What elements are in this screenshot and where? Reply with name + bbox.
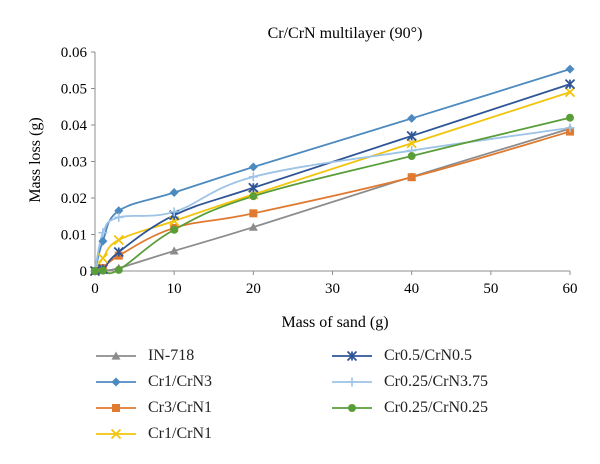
data-point [169, 207, 179, 217]
y-tick-label: 0.02 [61, 191, 87, 207]
legend-item: Cr1/CrN1 [96, 423, 212, 445]
legend-swatch [96, 351, 136, 360]
y-tick-label: 0.06 [61, 45, 88, 61]
data-point [113, 234, 124, 246]
data-point [170, 225, 179, 234]
data-point [114, 265, 123, 274]
legend-swatch [332, 404, 372, 412]
data-point [565, 64, 575, 74]
series-line-3 [94, 91, 571, 272]
y-tick-label: 0.04 [61, 118, 88, 134]
series-line-1 [94, 68, 571, 272]
x-tick-label: 20 [246, 281, 261, 297]
legend-marker [346, 350, 358, 362]
data-point [248, 172, 258, 182]
data-point [114, 206, 124, 216]
legend-item: Cr1/CrN3 [96, 371, 212, 393]
legend-item: Cr0.25/CrN0.25 [332, 397, 488, 419]
legend-item: Cr0.25/CrN3.75 [332, 371, 488, 393]
legend-marker [111, 377, 121, 387]
data-point [249, 192, 258, 201]
x-axis-label: Mass of sand (g) [281, 314, 388, 331]
legend-swatch [96, 377, 136, 387]
legend-item: IN-718 [96, 345, 194, 367]
data-point [248, 222, 258, 231]
data-point [98, 266, 107, 275]
data-point [97, 253, 109, 264]
series-lines [94, 68, 571, 275]
data-point [407, 173, 416, 182]
legend-label: Cr1/CrN3 [148, 373, 212, 390]
legend-label: Cr0.5/CrN0.5 [384, 347, 472, 364]
series-line-4 [94, 83, 571, 273]
y-tick-label: 0.01 [61, 228, 87, 244]
series-line-0 [94, 127, 571, 272]
data-point [564, 87, 576, 98]
legend-label: Cr3/CrN1 [148, 399, 212, 416]
legend-label: Cr0.25/CrN3.75 [384, 373, 488, 390]
data-point [248, 162, 258, 172]
legend: IN-718 Cr1/CrN3 Cr3/CrN1 Cr1/CrN1 Cr0.5/CrN0… [0, 341, 600, 464]
y-axis-label: Mass loss (g) [27, 117, 44, 202]
x-tick-label: 50 [483, 281, 498, 297]
x-tick-label: 0 [91, 281, 99, 297]
legend-marker [112, 404, 120, 412]
data-point [566, 113, 574, 122]
data-point [98, 236, 108, 246]
legend-item: Cr0.5/CrN0.5 [332, 345, 472, 367]
legend-item: Cr3/CrN1 [96, 397, 212, 419]
y-tick-label: 0.03 [61, 155, 87, 171]
x-tick-label: 10 [167, 281, 182, 297]
x-tick-label: 60 [563, 281, 578, 297]
data-point [565, 123, 575, 133]
legend-swatch [332, 377, 372, 387]
data-point [249, 209, 258, 218]
data-point [169, 246, 179, 255]
data-point [406, 130, 417, 142]
y-tick-labels: 0 0.01 0.02 0.03 0.04 0.05 0.06 [61, 45, 95, 280]
data-point [248, 182, 259, 193]
legend-marker [348, 404, 356, 412]
data-point [406, 138, 417, 149]
y-tick-label: 0.05 [61, 82, 87, 98]
legend-marker [347, 377, 357, 387]
legend-marker [111, 351, 121, 360]
x-tick-labels: 0 10 20 30 40 50 60 [91, 271, 578, 297]
legend-swatch [96, 428, 136, 440]
data-point [113, 246, 124, 258]
data-point [91, 267, 99, 275]
legend-swatch [332, 350, 372, 362]
x-tick-label: 30 [325, 281, 340, 297]
series-line-5 [94, 127, 571, 272]
data-point [407, 152, 416, 161]
legend-label: IN-718 [148, 347, 195, 364]
data-point [114, 212, 124, 222]
data-point [564, 78, 576, 90]
series-markers [89, 64, 576, 277]
chart-title: Cr/CrN multilayer (90°) [268, 25, 423, 42]
data-point [169, 188, 179, 198]
data-point [407, 113, 417, 123]
legend-label: Cr1/CrN1 [148, 425, 212, 442]
data-point [98, 228, 108, 238]
y-tick-label: 0 [80, 264, 88, 280]
x-tick-label: 40 [404, 281, 419, 297]
legend-label: Cr0.25/CrN0.25 [384, 399, 488, 416]
legend-marker [110, 428, 122, 440]
legend-swatch [96, 404, 136, 412]
